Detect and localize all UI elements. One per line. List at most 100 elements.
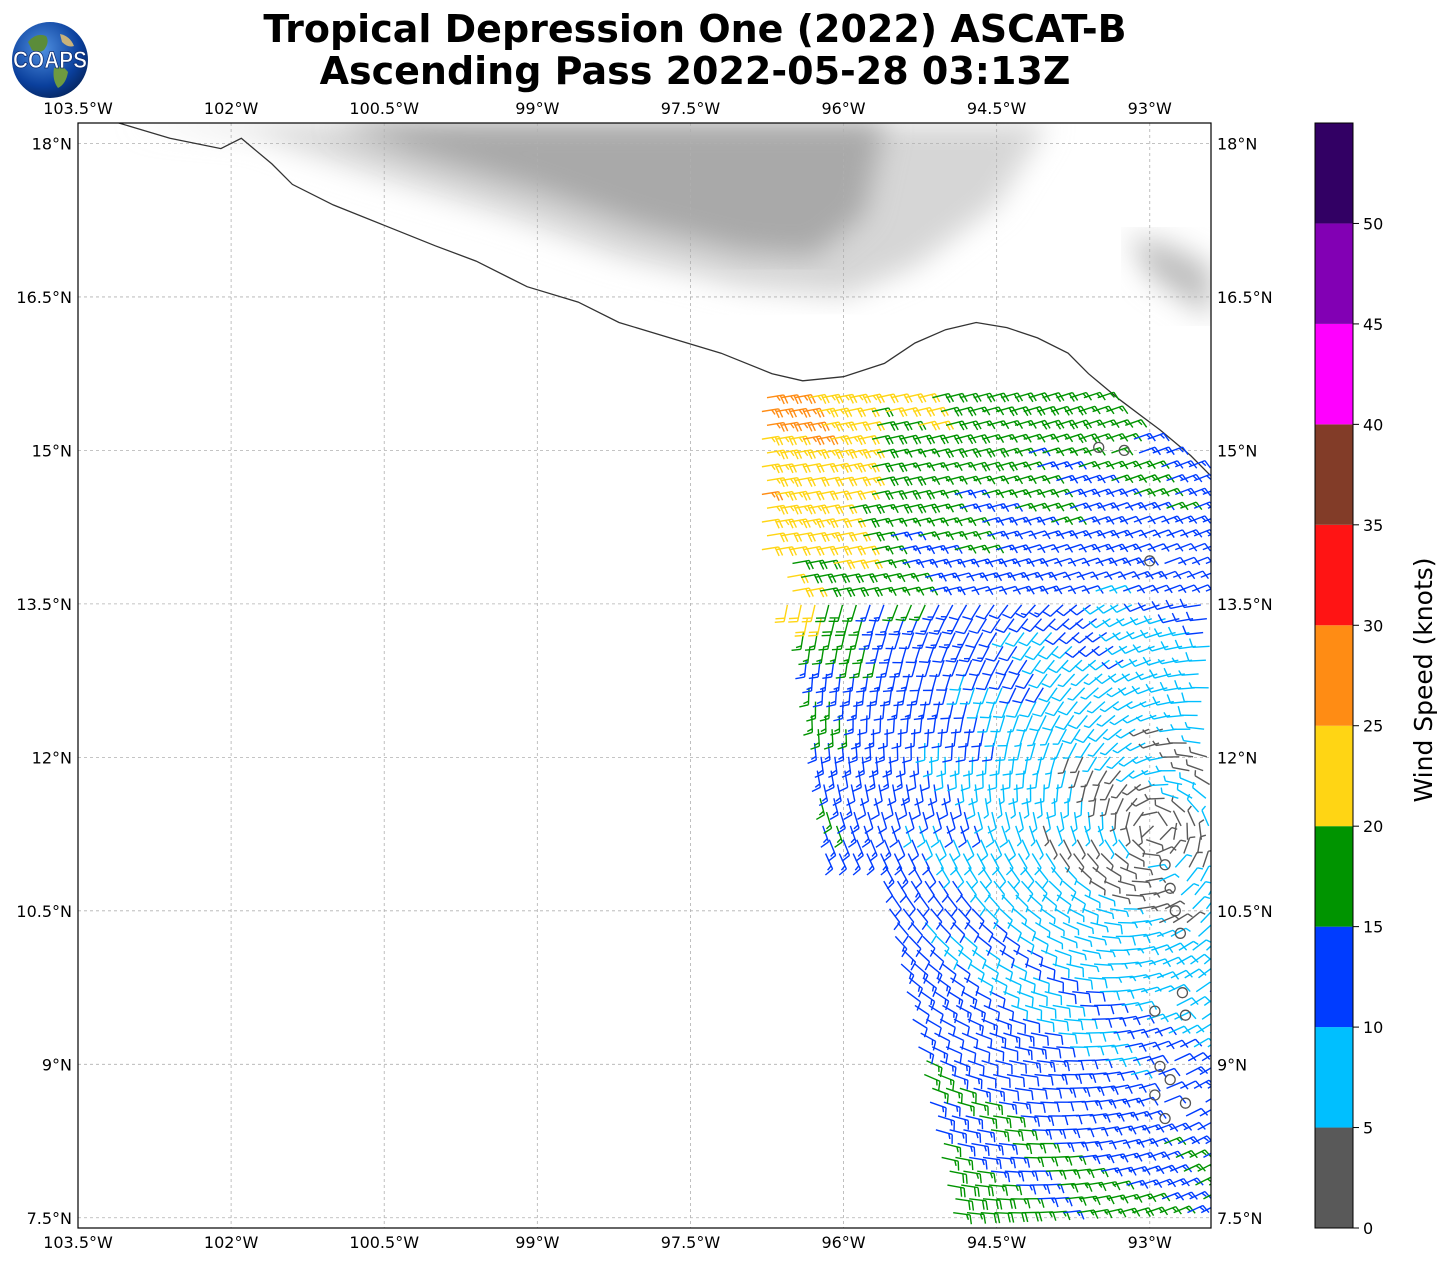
wind-barb: [999, 908, 1013, 929]
wind-barb: [930, 558, 953, 568]
colorbar-segment: [1315, 625, 1353, 726]
wind-barb: [816, 518, 839, 529]
wind-barb: [766, 421, 789, 432]
wind-barb: [1129, 616, 1152, 626]
wind-barb: [846, 784, 856, 807]
wind-barb: [1067, 687, 1086, 701]
wind-barb: [1054, 908, 1071, 924]
wind-barb: [849, 421, 872, 432]
wind-barb: [1142, 656, 1165, 666]
wind-barb: [1088, 935, 1108, 946]
wind-barb: [841, 756, 852, 778]
wind-barb: [1133, 1014, 1155, 1024]
wind-barb: [1128, 852, 1145, 867]
wind-barb: [1058, 1032, 1078, 1044]
wind-barb: [1011, 645, 1032, 661]
wind-barb: [837, 729, 848, 750]
wind-barb: [949, 1129, 968, 1144]
wind-barb: [1205, 901, 1211, 910]
wind-barb: [953, 1211, 973, 1225]
wind-barb: [1151, 601, 1174, 611]
wind-barb: [955, 1004, 972, 1023]
wind-barb: [803, 545, 825, 556]
wind-barb: [1080, 687, 1099, 700]
wind-barb: [983, 1004, 1001, 1022]
wind-barb: [1006, 1115, 1026, 1128]
wind-barb: [995, 406, 1018, 417]
wind-barb: [1054, 949, 1072, 966]
wind-barb: [915, 618, 932, 636]
wind-barb: [980, 1211, 1001, 1224]
wind-barb: [1118, 756, 1139, 767]
wind-barb: [1182, 1024, 1205, 1034]
wind-barb: [1034, 1073, 1054, 1086]
lon-tick-label-top: 99°W: [515, 99, 559, 118]
wind-barb: [933, 770, 944, 792]
wind-barb: [1143, 972, 1165, 979]
wind-barb: [1076, 880, 1092, 897]
wind-barb: [1118, 645, 1142, 655]
wind-barb: [903, 825, 912, 848]
wind-barb: [927, 462, 949, 472]
wind-barb: [1052, 1004, 1072, 1018]
wind-barb: [821, 421, 844, 432]
wind-barb: [1101, 659, 1124, 670]
terrain-band: [333, 123, 885, 256]
wind-barb: [1183, 1121, 1206, 1131]
wind-barb: [834, 825, 843, 848]
wind-barb: [885, 489, 908, 500]
wind-barb: [1061, 728, 1081, 745]
wind-barb: [850, 811, 860, 834]
wind-barb: [1147, 863, 1169, 870]
wind-barb: [859, 784, 870, 806]
wind-barb: [1185, 1066, 1209, 1076]
wind-barb: [863, 393, 886, 404]
wind-barb: [1137, 946, 1160, 956]
wind-barb: [1184, 721, 1205, 730]
wind-barb: [932, 646, 949, 663]
wind-barb: [940, 461, 963, 472]
wind-barb: [957, 908, 971, 930]
colorbar-tick-label: 35: [1363, 516, 1383, 535]
lat-tick-label-left: 13.5°N: [16, 595, 72, 614]
wind-barb: [820, 742, 831, 764]
wind-barb: [916, 586, 939, 596]
wind-barb: [969, 963, 985, 983]
wind-barb: [904, 729, 916, 749]
wind-barb: [1062, 921, 1080, 936]
wind-barb: [938, 922, 952, 944]
wind-barb: [858, 434, 880, 445]
wind-barb: [1153, 628, 1176, 638]
wind-barb: [1176, 997, 1199, 1007]
wind-barb: [858, 462, 880, 473]
wind-barb: [1032, 977, 1050, 993]
wind-barb: [997, 1004, 1015, 1022]
wind-barb: [1198, 924, 1211, 937]
wind-barb: [1021, 784, 1032, 805]
wind-barb: [1187, 1052, 1211, 1062]
wind-barb: [1018, 935, 1035, 955]
wind-barb: [944, 908, 957, 930]
wind-barb: [830, 545, 853, 556]
wind-barb: [857, 715, 868, 736]
wind-barb: [1012, 1101, 1032, 1114]
wind-barb: [1007, 839, 1017, 862]
lon-tick-label-top: 94.5°W: [967, 99, 1027, 118]
colorbar-tick-label: 10: [1363, 1018, 1383, 1037]
wind-barb: [1016, 1032, 1035, 1047]
wind-barb: [1106, 756, 1125, 770]
wind-barb: [1104, 770, 1122, 785]
lon-tick-label-bottom: 93°W: [1128, 1233, 1172, 1252]
wind-barb: [1020, 1073, 1040, 1087]
wind-barb: [963, 935, 978, 957]
calm-wind-circle: [1176, 987, 1189, 999]
wind-barb: [945, 646, 963, 663]
wind-barb: [990, 715, 1006, 733]
wind-barb: [794, 476, 816, 487]
wind-barb: [914, 784, 924, 806]
wind-barb: [1011, 963, 1028, 981]
wind-barb: [1034, 659, 1055, 674]
wind-barb: [918, 894, 930, 917]
wind-barb: [1068, 949, 1087, 961]
wind-barb: [1084, 894, 1101, 909]
